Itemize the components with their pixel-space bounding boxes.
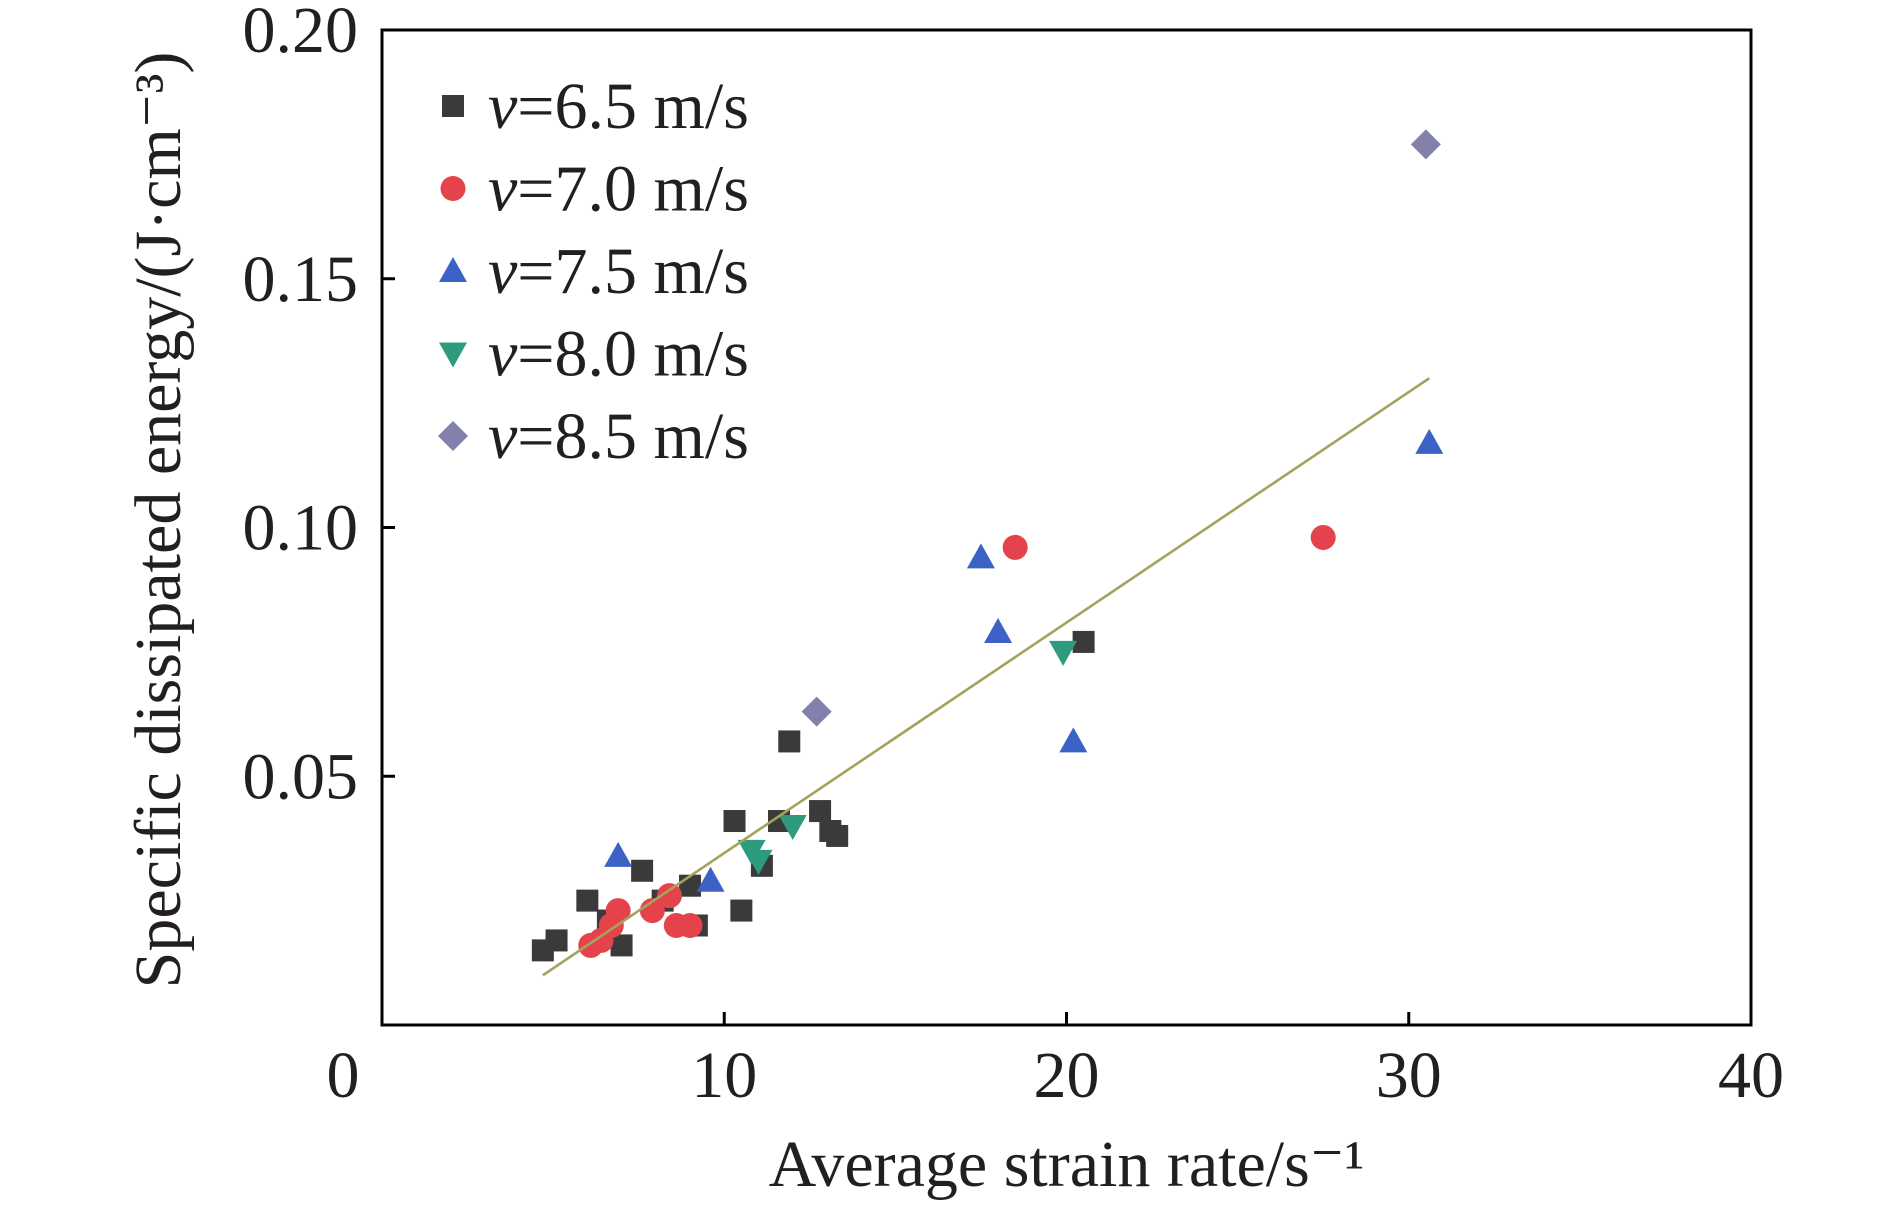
x-axis-label: Average strain rate/s⁻¹	[769, 1128, 1365, 1201]
data-point-circle	[1002, 534, 1028, 560]
series-5-points	[801, 129, 1441, 727]
legend-label-symbol: v	[488, 400, 518, 473]
data-point-triangle-up	[1415, 428, 1444, 454]
data-points	[531, 129, 1444, 962]
y-axis-label: Specific dissipated energy/(J·cm⁻³)	[122, 52, 195, 989]
x-tick-label: 0	[327, 1039, 360, 1112]
data-point-circle	[656, 883, 682, 909]
x-tick-label: 30	[1376, 1039, 1442, 1112]
legend-marker-triangle-down	[439, 342, 467, 368]
legend-label-text: =6.5 m/s	[517, 70, 749, 143]
data-point-circle	[1310, 524, 1336, 550]
data-point-triangle-down	[778, 815, 807, 840]
data-point-square	[1072, 630, 1095, 653]
legend-label-text: =8.5 m/s	[517, 400, 749, 473]
x-tick-label: 10	[691, 1039, 757, 1112]
legend-label: v=8.5 m/s	[488, 400, 749, 473]
x-tick-label: 40	[1718, 1039, 1784, 1112]
data-point-triangle-up	[1059, 727, 1088, 753]
data-point-triangle-down	[1049, 640, 1078, 666]
legend-label-text: =7.5 m/s	[517, 235, 749, 308]
data-point-triangle-up	[966, 543, 995, 569]
legend-label-symbol: v	[488, 318, 518, 391]
data-point-triangle-up	[604, 841, 633, 867]
legend-label-symbol: v	[488, 235, 518, 308]
data-point-square	[610, 934, 633, 957]
y-tick-label: 0.20	[243, 0, 359, 67]
series-3-points	[604, 428, 1444, 892]
legend-label-text: =8.0 m/s	[517, 318, 749, 391]
fit-line	[542, 377, 1431, 977]
data-point-triangle-up	[984, 617, 1013, 643]
data-point-square	[545, 929, 568, 952]
legend-label: v=7.5 m/s	[488, 235, 749, 308]
data-point-square	[723, 810, 746, 833]
legend-marker-diamond	[438, 421, 468, 451]
legend-label: v=8.0 m/s	[488, 318, 749, 391]
legend-marker-square	[442, 95, 464, 117]
data-point-triangle-up	[696, 866, 725, 892]
data-point-square	[778, 730, 801, 753]
legend-marker-circle	[440, 176, 466, 201]
legend-marker-triangle-up	[439, 257, 467, 282]
data-point-square	[576, 889, 599, 912]
data-point-square	[679, 874, 702, 897]
data-point-triangle-down	[744, 849, 773, 875]
y-tick-label: 0.05	[243, 740, 359, 813]
legend-label-text: =7.0 m/s	[517, 153, 749, 226]
legend-label-symbol: v	[488, 153, 518, 226]
data-point-diamond	[1410, 129, 1441, 160]
data-point-diamond	[801, 696, 832, 727]
legend-label: v=7.0 m/s	[488, 153, 749, 226]
data-point-circle	[605, 898, 631, 924]
legend-label-symbol: v	[488, 70, 518, 143]
legend: v=6.5 m/sv=7.0 m/sv=7.5 m/sv=8.0 m/sv=8.…	[438, 70, 749, 473]
series-4-points	[737, 640, 1078, 875]
y-tick-label: 0.15	[243, 243, 359, 316]
data-point-square	[826, 824, 849, 847]
data-point-square	[809, 800, 832, 823]
x-tick-label: 20	[1034, 1039, 1100, 1112]
data-point-circle	[677, 913, 703, 938]
data-point-square	[631, 859, 654, 882]
y-tick-label: 0.10	[243, 492, 359, 565]
series-2-points	[578, 524, 1336, 958]
data-point-square	[730, 899, 753, 922]
legend-label: v=6.5 m/s	[488, 70, 749, 143]
